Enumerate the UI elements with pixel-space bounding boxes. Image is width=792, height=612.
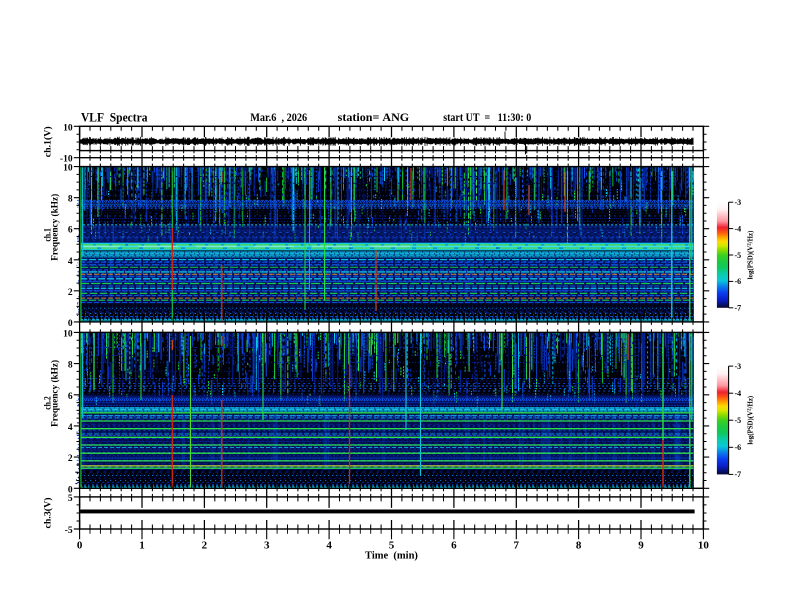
svg-text:1: 1	[139, 540, 145, 552]
svg-text:8: 8	[576, 540, 582, 552]
svg-text:6: 6	[451, 540, 457, 552]
svg-text:ch.1: ch.1	[43, 228, 53, 242]
svg-text:-5: -5	[735, 416, 742, 425]
svg-text:VLF Spectra: VLF Spectra	[81, 110, 148, 124]
svg-text:5: 5	[68, 494, 73, 504]
svg-text:6: 6	[68, 392, 73, 402]
svg-text:Frequency (kHz): Frequency (kHz)	[50, 194, 61, 261]
svg-text:ch.3(V): ch.3(V)	[42, 498, 53, 529]
svg-text:6: 6	[68, 226, 73, 236]
svg-text:0: 0	[68, 485, 73, 495]
svg-text:-4: -4	[735, 224, 742, 233]
svg-text:Frequency (kHz): Frequency (kHz)	[50, 360, 61, 427]
svg-text:8: 8	[68, 195, 73, 205]
svg-text:log(PSD)(V2/Hz): log(PSD)(V2/Hz)	[747, 231, 754, 280]
svg-text:-3: -3	[735, 198, 742, 207]
svg-text:-7: -7	[735, 470, 742, 479]
svg-text:0: 0	[77, 540, 83, 552]
svg-text:2: 2	[68, 454, 73, 464]
svg-text:3: 3	[264, 540, 270, 552]
svg-text:start UT = 11:30: 0: start UT = 11:30: 0	[443, 110, 531, 124]
svg-text:0: 0	[68, 319, 73, 329]
svg-text:4: 4	[68, 257, 73, 267]
svg-text:-3: -3	[735, 362, 742, 371]
svg-text:8: 8	[68, 361, 73, 371]
svg-text:10: 10	[698, 540, 710, 552]
svg-text:2: 2	[68, 288, 73, 298]
svg-text:-5: -5	[735, 251, 742, 260]
svg-text:4: 4	[326, 540, 332, 552]
svg-text:-6: -6	[735, 443, 742, 452]
svg-text:station= ANG: station= ANG	[338, 110, 410, 124]
svg-text:-5: -5	[65, 526, 73, 536]
svg-text:Time (min): Time (min)	[365, 550, 418, 561]
svg-text:log(PSD)(V2/Hz): log(PSD)(V2/Hz)	[747, 396, 754, 445]
svg-text:10: 10	[63, 329, 73, 339]
svg-text:9: 9	[638, 540, 644, 552]
svg-text:5: 5	[389, 540, 395, 552]
svg-text:-6: -6	[735, 277, 742, 286]
svg-text:-10: -10	[60, 155, 73, 165]
svg-text:-7: -7	[735, 304, 742, 313]
svg-text:ch.1(V): ch.1(V)	[42, 126, 53, 157]
svg-text:10: 10	[63, 123, 73, 133]
svg-text:-4: -4	[735, 389, 742, 398]
svg-text:10: 10	[63, 164, 73, 174]
svg-text:Mar.6 , 2026: Mar.6 , 2026	[250, 110, 307, 124]
svg-text:2: 2	[202, 540, 208, 552]
svg-text:4: 4	[68, 423, 73, 433]
svg-text:7: 7	[514, 540, 520, 552]
svg-text:ch.2: ch.2	[43, 396, 53, 410]
